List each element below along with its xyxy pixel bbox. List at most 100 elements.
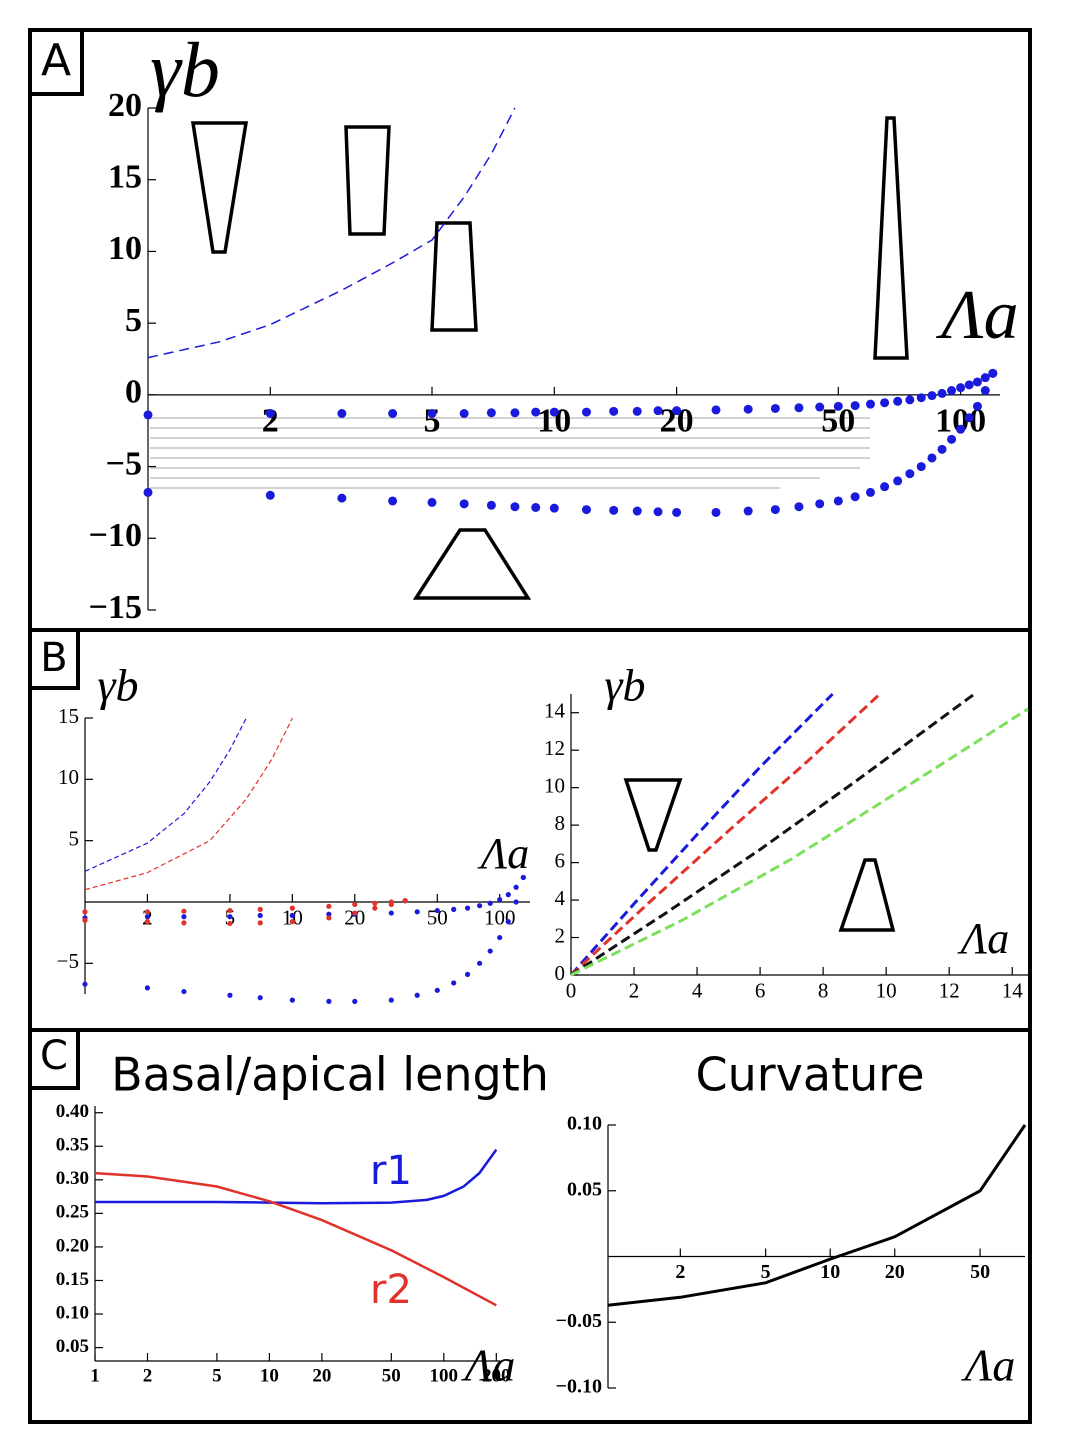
x-tick-label: 12 [939, 979, 960, 1003]
data-line [95, 1148, 498, 1205]
data-point [794, 502, 804, 512]
x-tick-label: 20 [344, 906, 365, 930]
data-point [477, 960, 483, 966]
y-tick-label: −10 [89, 517, 142, 554]
data-point [505, 892, 511, 898]
x-tick-label: 2 [143, 1366, 153, 1387]
series-label: r2 [370, 1267, 412, 1313]
y-tick-label: −0.05 [556, 1310, 602, 1332]
chart-title: Basal/apical length [111, 1048, 549, 1102]
y-tick-label: 0.35 [56, 1135, 89, 1156]
y-axis-label: γb [604, 660, 645, 711]
data-point [434, 987, 440, 993]
data-line [570, 692, 976, 977]
data-point [289, 905, 295, 911]
y-tick-label: 5 [125, 302, 142, 339]
panel-letter-box [28, 1028, 80, 1090]
panel-letter-box [28, 628, 80, 690]
x-axis-label: Λa [461, 1340, 516, 1391]
y-tick-label: 0.10 [567, 1113, 602, 1135]
data-point [980, 386, 990, 396]
data-point [352, 901, 358, 908]
data-point [497, 896, 503, 903]
data-point [609, 406, 619, 416]
data-point [513, 884, 519, 890]
data-point [964, 413, 974, 423]
data-point [927, 391, 937, 401]
x-tick-label: 20 [885, 1261, 905, 1283]
data-point [289, 919, 295, 925]
y-tick-label: 4 [555, 886, 566, 910]
x-tick-label: 1 [90, 1366, 100, 1387]
data-point [265, 409, 275, 419]
data-point [770, 403, 780, 413]
y-tick-label: −5 [57, 949, 79, 973]
y-tick-label: 12 [544, 736, 565, 760]
chart-title: Curvature [696, 1048, 925, 1102]
data-point [227, 920, 233, 927]
data-point [451, 980, 457, 986]
data-point [486, 500, 496, 510]
data-point [388, 997, 394, 1003]
panel-letter-box [28, 28, 84, 96]
data-point [513, 899, 519, 905]
data-point [850, 492, 860, 502]
data-point [653, 406, 663, 416]
data-point [743, 404, 753, 414]
panel-letter: A [41, 35, 71, 86]
x-tick-label: 50 [970, 1261, 990, 1283]
data-point [181, 908, 187, 914]
x-tick-label: 50 [382, 1366, 401, 1387]
data-point [497, 934, 503, 941]
data-point [337, 409, 347, 419]
data-point [850, 401, 860, 411]
data-point [427, 497, 437, 507]
data-point [352, 998, 358, 1004]
cell-shapes [190, 116, 909, 932]
x-tick-label: 4 [692, 979, 703, 1003]
y-tick-label: 0.10 [56, 1302, 89, 1323]
data-point [459, 499, 469, 509]
data-point [865, 399, 875, 409]
data-point [893, 396, 903, 406]
y-tick-label: 0.30 [56, 1168, 89, 1189]
x-tick-label: 2 [262, 403, 279, 440]
x-tick-label: 10 [260, 1366, 279, 1387]
data-point [486, 408, 496, 418]
y-axis-label: γb [97, 660, 138, 711]
data-point [372, 905, 378, 911]
y-tick-label: −5 [106, 445, 142, 482]
x-tick-label: 5 [212, 1366, 222, 1387]
data-point [905, 395, 915, 405]
x-tick-label: 2 [675, 1261, 685, 1283]
data-point [672, 406, 682, 416]
data-point [459, 409, 469, 419]
data-point [143, 410, 153, 420]
data-point [427, 409, 437, 419]
data-point [414, 992, 420, 998]
data-point [144, 985, 151, 991]
y-tick-label: 0.40 [56, 1101, 89, 1122]
data-point [531, 502, 541, 512]
data-point [956, 383, 966, 393]
x-tick-label: 8 [818, 979, 829, 1003]
data-point [937, 388, 947, 398]
data-line [569, 692, 834, 976]
data-point [372, 900, 378, 906]
data-point [937, 444, 947, 454]
data-point [770, 505, 780, 515]
data-point [505, 919, 511, 925]
y-axis-label: γb [150, 26, 220, 113]
data-point [289, 997, 295, 1003]
y-tick-label: 8 [555, 811, 566, 835]
data-line [570, 707, 1029, 977]
data-point [531, 407, 541, 417]
data-point [227, 992, 233, 998]
data-point [743, 506, 753, 516]
y-tick-label: 0.05 [567, 1178, 602, 1200]
y-tick-label: 0.05 [56, 1336, 89, 1357]
data-point [549, 407, 559, 417]
data-point [893, 476, 903, 486]
data-point [181, 988, 187, 995]
data-point [880, 398, 890, 408]
